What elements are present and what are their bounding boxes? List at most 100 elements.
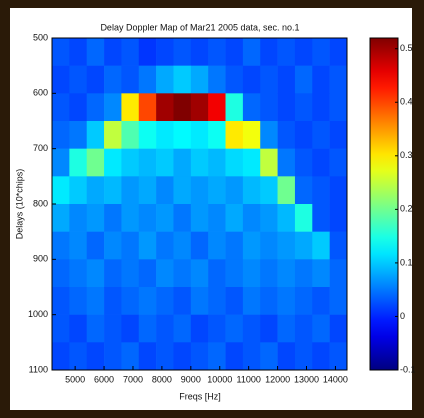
heat-cell xyxy=(86,204,105,232)
heat-cell xyxy=(208,287,226,315)
heat-cell xyxy=(242,148,261,177)
heat-cell xyxy=(69,342,88,371)
heat-cell xyxy=(138,38,157,66)
heat-cell xyxy=(69,148,88,177)
heat-cell xyxy=(329,342,348,371)
heat-cell xyxy=(86,38,105,66)
heat-cell xyxy=(104,148,122,177)
heat-cell xyxy=(260,148,278,177)
heat-cell xyxy=(277,314,296,343)
heat-cell xyxy=(52,176,70,205)
heat-cell xyxy=(173,93,192,122)
heat-cell xyxy=(225,38,244,66)
heat-cell xyxy=(52,231,70,260)
heat-cell xyxy=(104,93,122,122)
heat-cell xyxy=(86,93,105,122)
heat-cell xyxy=(294,204,313,232)
heat-cell xyxy=(277,148,296,177)
y-tick-label: 900 xyxy=(33,254,48,264)
heat-cell xyxy=(86,314,105,343)
heat-cell xyxy=(208,176,226,205)
y-tick-label: 1100 xyxy=(29,364,48,374)
heat-cell xyxy=(138,231,157,260)
heat-cell xyxy=(277,259,296,288)
heat-cell xyxy=(277,176,296,205)
heat-cell xyxy=(294,259,313,288)
heat-cell xyxy=(69,287,88,315)
heat-cell xyxy=(190,314,209,343)
heat-cell xyxy=(312,231,330,260)
heat-cell xyxy=(277,231,296,260)
x-tick-label: 6000 xyxy=(94,374,114,384)
heat-cell xyxy=(173,204,192,232)
heat-cell xyxy=(69,38,88,66)
heat-cell xyxy=(190,342,209,371)
heat-cell xyxy=(225,121,244,149)
chart-title: Delay Doppler Map of Mar21 2005 data, se… xyxy=(100,22,299,32)
heat-cell xyxy=(173,176,192,205)
heat-cell xyxy=(104,176,122,205)
heat-cell xyxy=(294,93,313,122)
heat-cell xyxy=(173,65,192,94)
heat-cell xyxy=(121,204,140,232)
heat-cell xyxy=(190,259,209,288)
heat-cell xyxy=(225,204,244,232)
heat-cell xyxy=(86,148,105,177)
heat-cell xyxy=(225,314,244,343)
heat-cell xyxy=(190,148,209,177)
heat-cell xyxy=(104,342,122,371)
heat-cell xyxy=(190,287,209,315)
heat-cell xyxy=(208,38,226,66)
heat-cell xyxy=(294,314,313,343)
heat-cell xyxy=(86,176,105,205)
heat-cell xyxy=(173,342,192,371)
heat-cell xyxy=(260,93,278,122)
y-tick-label: 700 xyxy=(33,143,48,153)
heat-cell xyxy=(312,65,330,94)
heat-cell xyxy=(69,259,88,288)
x-tick-label: 12000 xyxy=(265,374,290,384)
heat-cell xyxy=(104,231,122,260)
heat-cell xyxy=(138,176,157,205)
colorbar xyxy=(369,37,399,371)
heat-cell xyxy=(138,287,157,315)
x-tick-label: 11000 xyxy=(236,374,260,384)
heat-cell xyxy=(156,65,174,94)
heat-cell xyxy=(190,65,209,94)
heat-cell xyxy=(225,287,244,315)
heat-cell xyxy=(242,259,261,288)
heat-cell xyxy=(329,259,348,288)
heat-cell xyxy=(190,231,209,260)
heat-cell xyxy=(329,204,348,232)
heat-cell xyxy=(312,176,330,205)
heat-cell xyxy=(294,342,313,371)
heat-cell xyxy=(138,93,157,122)
heat-cell xyxy=(52,287,70,315)
heat-cell xyxy=(156,204,174,232)
heat-cell xyxy=(242,204,261,232)
heat-cell xyxy=(242,287,261,315)
heat-cell xyxy=(156,148,174,177)
heat-cell xyxy=(208,231,226,260)
heat-cell xyxy=(329,148,348,177)
colorbar-tick-label: -0.1 xyxy=(400,364,416,374)
heat-cell xyxy=(312,342,330,371)
colorbar-tick-label: 0.4 xyxy=(400,97,413,107)
heat-cell xyxy=(52,314,70,343)
colorbar-tick-label: 0 xyxy=(400,311,405,321)
heat-cell xyxy=(190,38,209,66)
heat-cell xyxy=(52,38,70,66)
heat-cell xyxy=(52,93,70,122)
heat-cell xyxy=(138,342,157,371)
heat-cell xyxy=(260,259,278,288)
x-tick-label: 14000 xyxy=(323,374,348,384)
heat-cell xyxy=(277,204,296,232)
heat-cell xyxy=(190,176,209,205)
heat-cell xyxy=(260,314,278,343)
heat-cell xyxy=(104,259,122,288)
heat-cell xyxy=(294,121,313,149)
heat-cell xyxy=(242,65,261,94)
y-axis-label: Delays (10*chips) xyxy=(14,169,24,240)
heat-cell xyxy=(312,287,330,315)
heat-cell xyxy=(260,121,278,149)
